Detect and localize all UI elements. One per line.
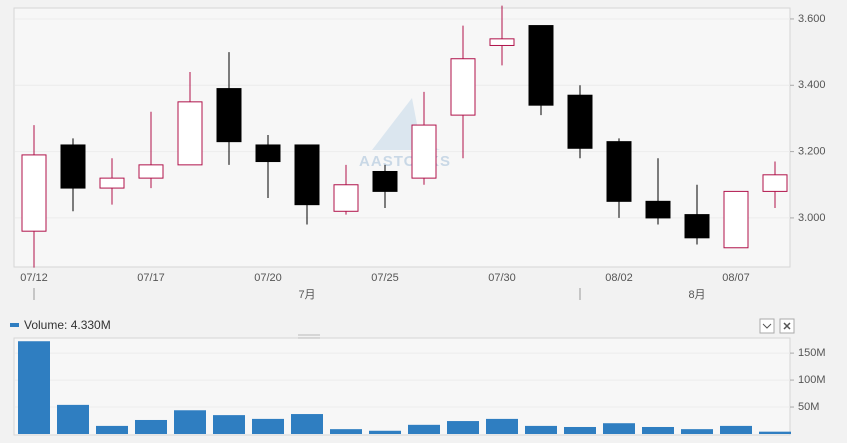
y-tick-label: 3.000 (798, 212, 826, 224)
candle-body (567, 94, 593, 149)
volume-bar (564, 426, 596, 434)
volume-bar (408, 424, 440, 434)
candle-body (333, 184, 359, 212)
candle-body (60, 144, 86, 189)
candle-body (216, 88, 242, 143)
legend-swatch (10, 323, 19, 327)
x-tick-label: 07/17 (137, 272, 165, 284)
volume-plot (13, 337, 791, 436)
collapse-button[interactable] (759, 318, 775, 334)
candle-body (99, 177, 125, 189)
watermark-logo (372, 98, 440, 150)
y-tick-label: 3.200 (798, 146, 826, 158)
close-button[interactable] (779, 318, 795, 334)
volume-bar (291, 414, 323, 434)
y-tick-label: 50M (798, 401, 819, 413)
y-tick-label: 150M (798, 347, 826, 359)
volume-bar (213, 415, 245, 434)
candle-body (450, 58, 476, 116)
x-tick-label: 08/07 (722, 272, 750, 284)
volume-bar (447, 421, 479, 434)
y-tick-label: 100M (798, 374, 826, 386)
month-label: 7月 (298, 289, 315, 301)
candle-body (606, 141, 632, 202)
candle-body (411, 124, 437, 179)
volume-bar (252, 418, 284, 434)
volume-bar (642, 426, 674, 434)
x-tick-label: 07/30 (488, 272, 516, 284)
x-tick-label: 08/02 (605, 272, 633, 284)
volume-bar (135, 419, 167, 434)
candle-body (645, 200, 671, 219)
volume-bar (174, 410, 206, 434)
candle-body (21, 154, 47, 232)
volume-bar (57, 404, 89, 434)
candle-body (255, 144, 281, 163)
y-tick-label: 3.400 (798, 79, 826, 91)
x-tick-label: 07/20 (254, 272, 282, 284)
volume-bar (720, 425, 752, 434)
candle-body (684, 214, 710, 239)
candle-body (294, 144, 320, 206)
watermark: AASTOCKS (359, 153, 451, 170)
candle-body (723, 190, 749, 249)
volume-bar (603, 423, 635, 434)
volume-bar (759, 431, 791, 434)
volume-bar (330, 429, 362, 434)
y-tick-label: 3.600 (798, 13, 826, 25)
candle-body (489, 38, 515, 46)
candle-body (528, 25, 554, 106)
candle-body (138, 164, 164, 179)
volume-bar (369, 430, 401, 434)
x-tick-label: 07/12 (20, 272, 48, 284)
candle-body (372, 170, 398, 192)
candle-body (762, 174, 788, 192)
volume-bar (486, 418, 518, 434)
volume-legend: Volume: 4.330M (24, 318, 111, 332)
x-tick-label: 07/25 (371, 272, 399, 284)
volume-bar (18, 341, 50, 434)
volume-bar (681, 429, 713, 434)
volume-bar (96, 425, 128, 434)
volume-bar (525, 425, 557, 434)
candle-body (177, 101, 203, 166)
month-label: 8月 (688, 289, 705, 301)
